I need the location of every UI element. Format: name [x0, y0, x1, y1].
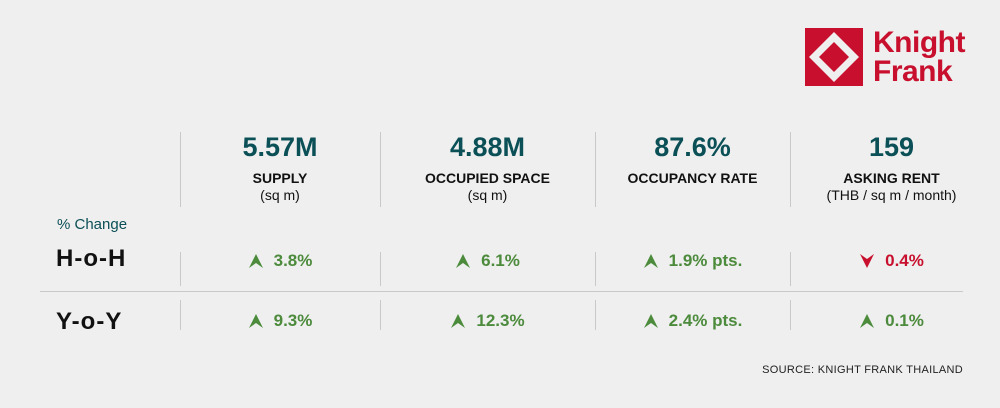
- metric-value: 4.88M: [449, 132, 526, 162]
- metric-label: ASKING RENT: [843, 170, 940, 186]
- row-divider-vertical: [180, 300, 181, 330]
- logo-word-frank: Frank: [873, 55, 953, 88]
- metric-asking-rent: 159 ASKING RENT (THB / sq m / month): [790, 132, 993, 204]
- arrow-up-icon: [860, 314, 875, 328]
- arrow-up-icon: [451, 314, 466, 328]
- row-divider-vertical: [380, 300, 381, 330]
- metric-occupancy-rate: 87.6% OCCUPANCY RATE: [595, 132, 790, 204]
- row-divider-vertical: [790, 300, 791, 330]
- header-divider: [180, 132, 181, 207]
- change-value: 1.9% pts.: [668, 251, 743, 270]
- header-divider: [790, 132, 791, 207]
- row-divider-vertical: [380, 252, 381, 286]
- metric-unit: (sq m): [260, 187, 300, 203]
- change-value: 3.8%: [273, 251, 313, 270]
- metric-supply: 5.57M SUPPLY (sq m): [180, 132, 380, 204]
- arrow-down-icon: [860, 254, 875, 268]
- logo-word-knight: Knight: [873, 26, 965, 59]
- row-divider-vertical: [595, 300, 596, 330]
- metric-occupied-space: 4.88M OCCUPIED SPACE (sq m): [380, 132, 595, 204]
- change-value: 9.3%: [273, 311, 313, 330]
- change-value: 12.3%: [476, 311, 525, 330]
- metric-label: SUPPLY: [252, 170, 308, 186]
- row-label-yoy: Y-o-Y: [56, 308, 123, 335]
- arrow-up-icon: [456, 254, 471, 268]
- yoy-occupancy-change: 2.4% pts.: [595, 308, 790, 334]
- logo-mark-icon: [805, 28, 863, 86]
- change-value: 0.1%: [885, 311, 924, 330]
- metric-label: OCCUPANCY RATE: [627, 170, 758, 186]
- hoh-supply-change: 3.8%: [180, 248, 380, 274]
- row-divider-vertical: [790, 252, 791, 286]
- arrow-up-icon: [643, 254, 658, 268]
- arrow-up-icon: [248, 254, 263, 268]
- arrow-up-icon: [643, 314, 658, 328]
- change-value: 2.4% pts.: [668, 311, 743, 330]
- metric-unit: (sq m): [467, 187, 508, 203]
- row-divider-vertical: [180, 252, 181, 286]
- yoy-occupied-change: 12.3%: [380, 308, 595, 334]
- header-divider: [595, 132, 596, 207]
- hoh-rent-change: 0.4%: [790, 248, 993, 274]
- row-divider-vertical: [595, 252, 596, 286]
- hoh-occupancy-change: 1.9% pts.: [595, 248, 790, 274]
- row-label-hoh: H-o-H: [56, 245, 127, 272]
- yoy-rent-change: 0.1%: [790, 308, 993, 334]
- arrow-up-icon: [248, 314, 263, 328]
- change-value: 6.1%: [481, 251, 520, 270]
- knight-frank-logo: Knight Frank: [805, 28, 970, 90]
- source-note: SOURCE: KNIGHT FRANK THAILAND: [762, 364, 963, 376]
- metric-value: 159: [868, 132, 915, 162]
- change-value: 0.4%: [885, 251, 924, 270]
- yoy-supply-change: 9.3%: [180, 308, 380, 334]
- header-divider: [380, 132, 381, 207]
- percent-change-label: % Change: [57, 216, 128, 233]
- metric-label: OCCUPIED SPACE: [425, 170, 550, 186]
- row-divider: [40, 291, 963, 292]
- hoh-occupied-change: 6.1%: [380, 248, 595, 274]
- metric-unit: (THB / sq m / month): [826, 187, 957, 203]
- logo-wordmark: Knight Frank: [873, 26, 965, 88]
- metric-value: 87.6%: [654, 132, 731, 162]
- metric-value: 5.57M: [242, 132, 318, 162]
